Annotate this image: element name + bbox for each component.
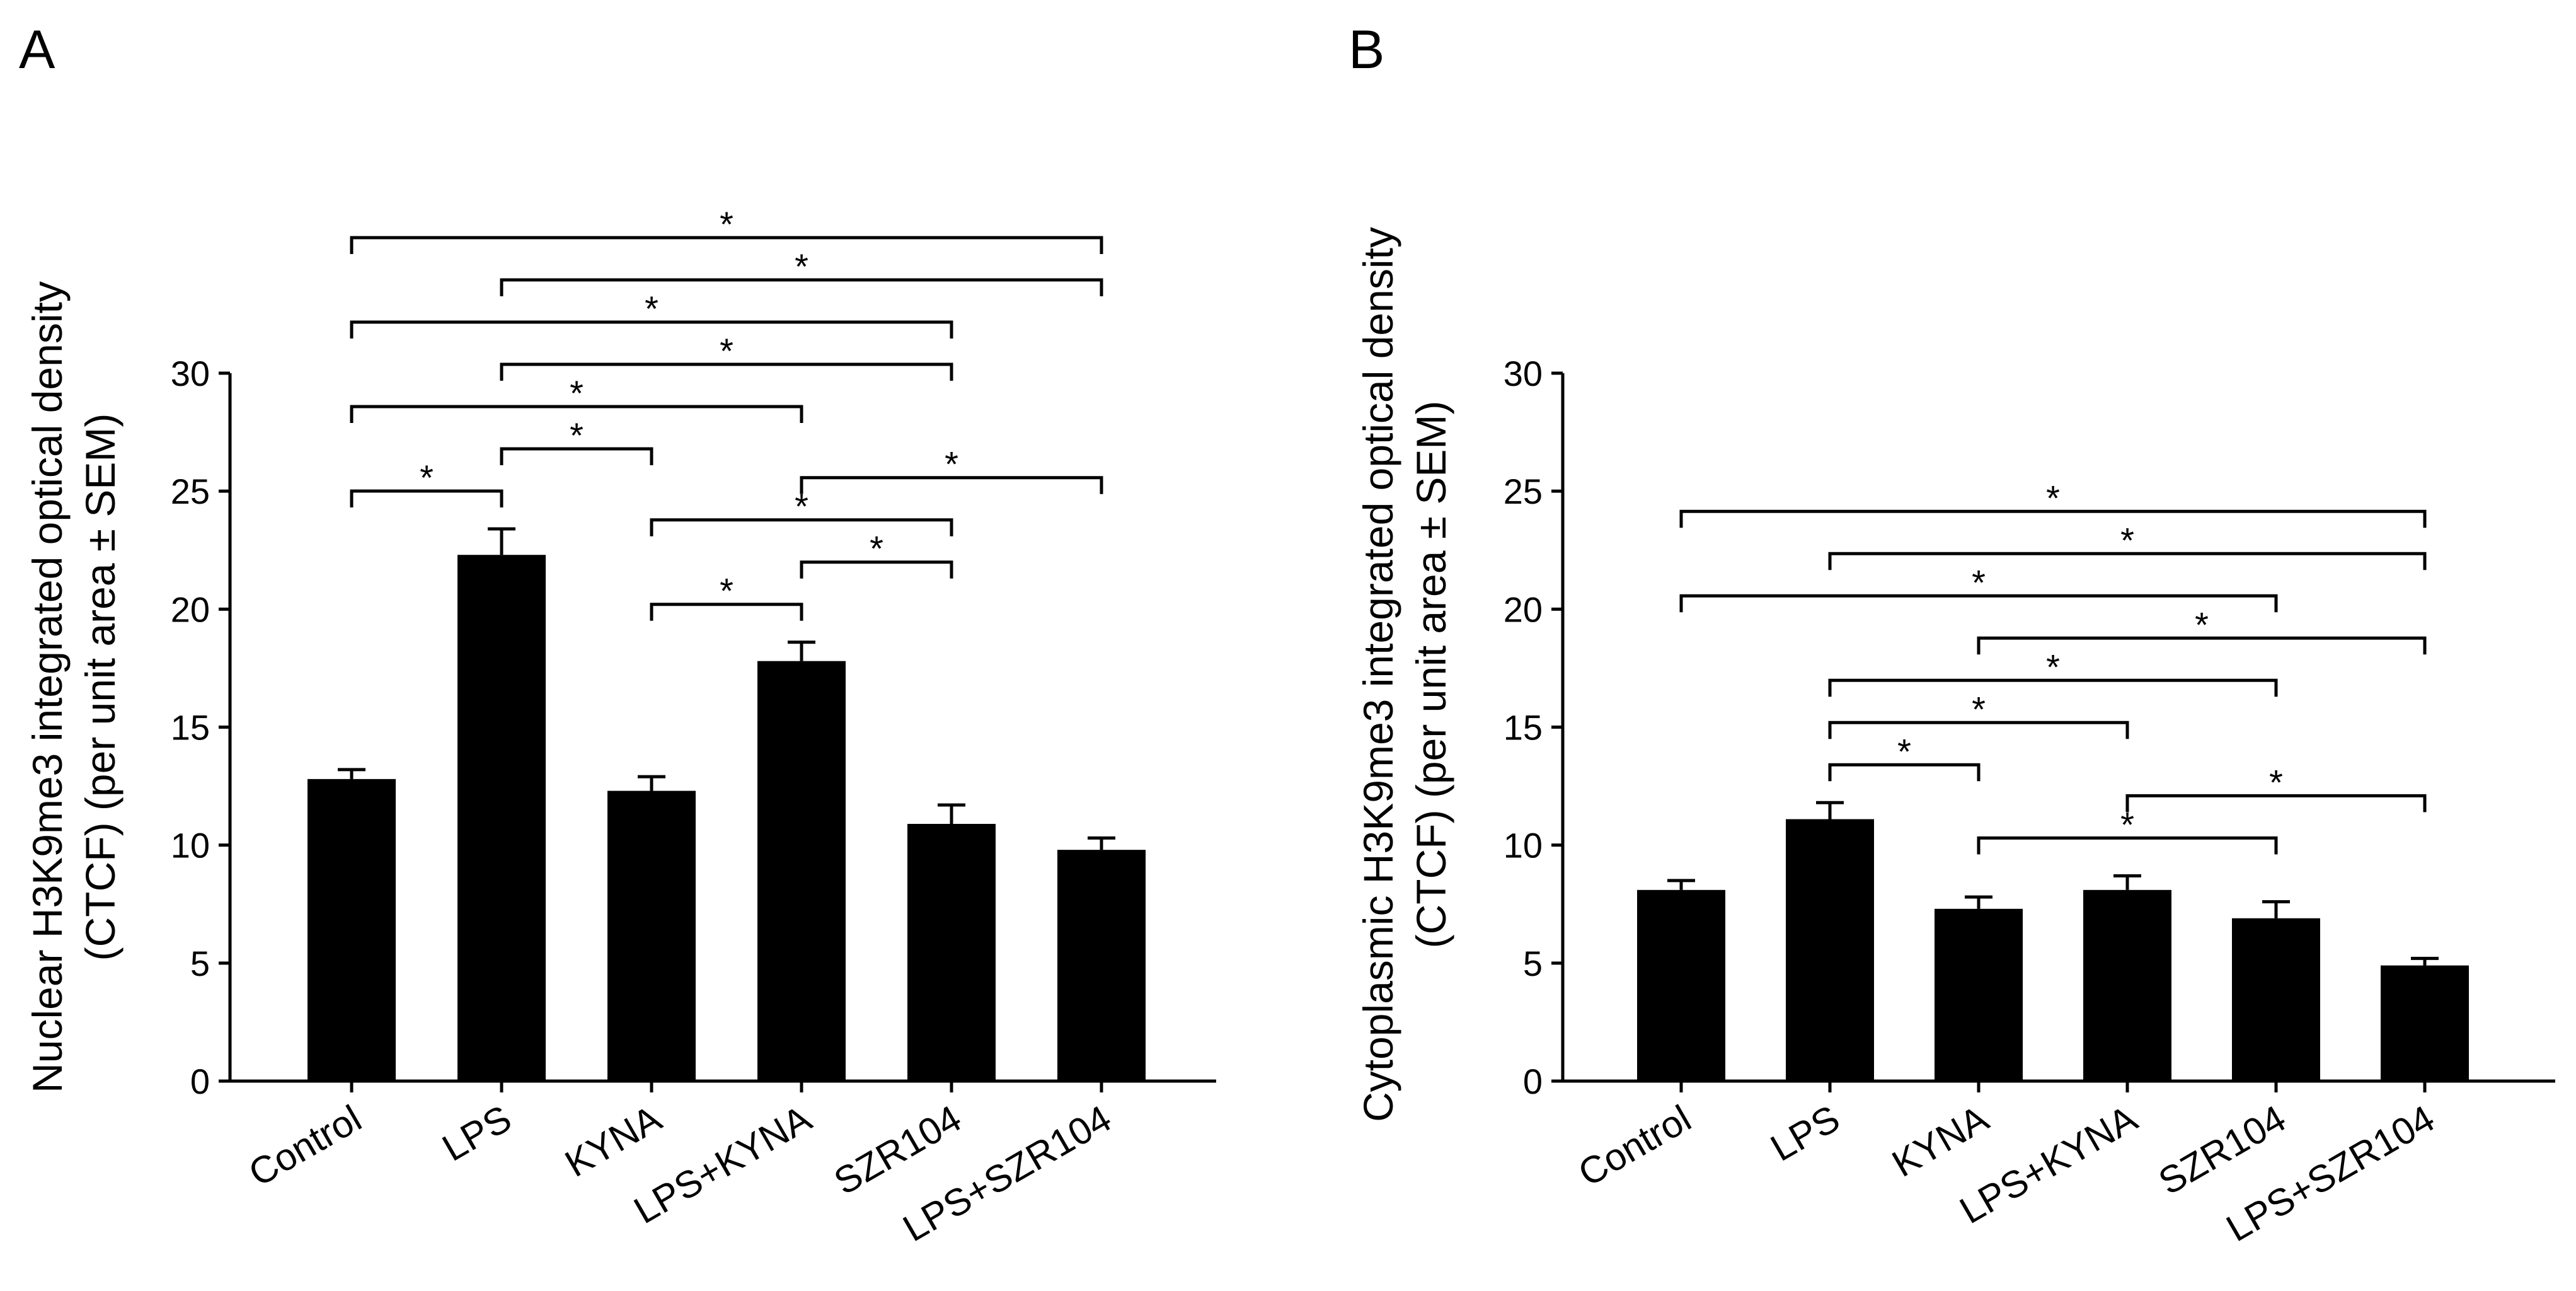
panel-a-significance-star: * [720, 331, 733, 371]
panel-a-letter: A [19, 20, 55, 80]
panel-a-significance-bracket [350, 405, 803, 424]
panel-a-significance-bracket [650, 518, 953, 536]
panel-a-significance-star: * [570, 373, 584, 413]
panel-b-significance-star: * [2195, 605, 2209, 644]
panel-b-significance-bracket [1828, 721, 2129, 739]
panel-a-significance-bracket [350, 236, 1103, 255]
panel-b-chart: B Cytoplasmic H3K9me3 integrated optical… [1348, 20, 2555, 1250]
panel-b-y-tick-label: 15 [1504, 708, 1543, 748]
panel-a-y-tick-label: 15 [171, 708, 210, 748]
panel-a-significance-bracket [800, 560, 953, 579]
panel-b-category-label: Control [1571, 1097, 1698, 1195]
panel-a-significance-star: * [645, 289, 658, 328]
panel-a-bar [907, 823, 996, 1081]
panel-b-bar [1637, 889, 1725, 1081]
panel-a-bar [757, 661, 846, 1081]
panel-a-bar [457, 555, 546, 1081]
panel-b-bar [1786, 819, 1874, 1081]
panel-a-y-tick-label: 20 [171, 589, 210, 629]
panel-b-y-tick-label: 30 [1504, 354, 1543, 393]
panel-b-significance-star: * [1972, 562, 1986, 602]
panel-a-ylabel-line1: Nuclear H3K9me3 integrated optical densi… [24, 281, 71, 1093]
panel-a-category-label: KYNA [558, 1097, 668, 1185]
panel-b-significance-bracket [1977, 636, 2427, 655]
panel-b-category-label: KYNA [1885, 1097, 1995, 1185]
panel-b-significance-bracket [1828, 763, 1981, 782]
panel-a-significance-bracket [800, 476, 1103, 494]
panel-a-significance-star: * [720, 204, 733, 244]
panel-b-y-tick-label: 25 [1504, 472, 1543, 511]
panel-b-significance-star: * [1972, 689, 1986, 729]
panel-a-bar [1057, 850, 1146, 1081]
panel-a-y-tick-label: 25 [171, 472, 210, 511]
panel-b-significance-star: * [2046, 478, 2060, 518]
panel-a-chart: A Nuclear H3K9me3 integrated optical den… [19, 20, 1216, 1250]
panel-a-category-label: Control [241, 1097, 368, 1195]
panel-b-y-tick-label: 20 [1504, 589, 1543, 629]
panel-b-ylabel-line1: Cytoplasmic H3K9me3 integrated optical d… [1355, 227, 1401, 1122]
panel-b-significance-star: * [1897, 731, 1911, 771]
panel-b-y-tick-label: 0 [1523, 1062, 1543, 1101]
panel-b-category-label: LPS [1764, 1097, 1847, 1169]
panel-a-significance-bracket [500, 447, 653, 466]
panel-b-significance-bracket [1679, 509, 2427, 528]
panel-a-significance-star: * [945, 444, 958, 484]
panel-a-significance-bracket [500, 278, 1103, 297]
panel-a-ylabel-line2: (CTCF) (per unit area ± SEM) [77, 414, 124, 961]
panel-a-significance-bracket [350, 489, 503, 508]
panel-b-y-tick-label: 5 [1523, 944, 1543, 983]
panel-b-bar [2381, 965, 2469, 1081]
panel-a-significance-star: * [795, 487, 808, 526]
panel-b-bar [2083, 889, 2171, 1081]
panel-b-significance-star: * [2269, 762, 2283, 802]
panel-a-significance-bracket [650, 603, 803, 621]
panel-b-bar [1935, 908, 2023, 1081]
panel-b-bar [2232, 918, 2320, 1081]
panel-a-significance-bracket [500, 362, 953, 381]
panel-b-y-tick-label: 10 [1504, 826, 1543, 865]
panel-a-significance-star: * [870, 529, 883, 569]
panel-a-significance-star: * [720, 571, 733, 611]
panel-b-significance-star: * [2120, 804, 2134, 844]
panel-b-significance-bracket [1679, 594, 2278, 613]
panel-b-significance-star: * [2120, 520, 2134, 560]
panel-b-ylabel-line2: (CTCF) (per unit area ± SEM) [1408, 401, 1454, 949]
panel-a-significance-star: * [795, 246, 808, 286]
panel-a-category-label: LPS [435, 1097, 519, 1169]
panel-a-y-tick-label: 30 [171, 354, 210, 393]
panel-a-y-tick-label: 0 [190, 1062, 210, 1101]
panel-a-bar [308, 779, 396, 1081]
panel-b-letter: B [1348, 20, 1384, 80]
panel-b-significance-bracket [1977, 836, 2278, 855]
panel-a-significance-star: * [420, 458, 434, 497]
panel-a-significance-star: * [570, 415, 584, 455]
panel-a-y-tick-label: 5 [190, 944, 210, 983]
panel-a-y-tick-label: 10 [171, 826, 210, 865]
panel-b-significance-star: * [2046, 647, 2060, 686]
panel-b-significance-bracket [2125, 794, 2427, 813]
panel-b-significance-bracket [1828, 552, 2427, 570]
panel-a-bar [607, 790, 696, 1081]
panel-b-significance-bracket [1828, 678, 2278, 697]
panel-a-significance-bracket [350, 320, 953, 339]
